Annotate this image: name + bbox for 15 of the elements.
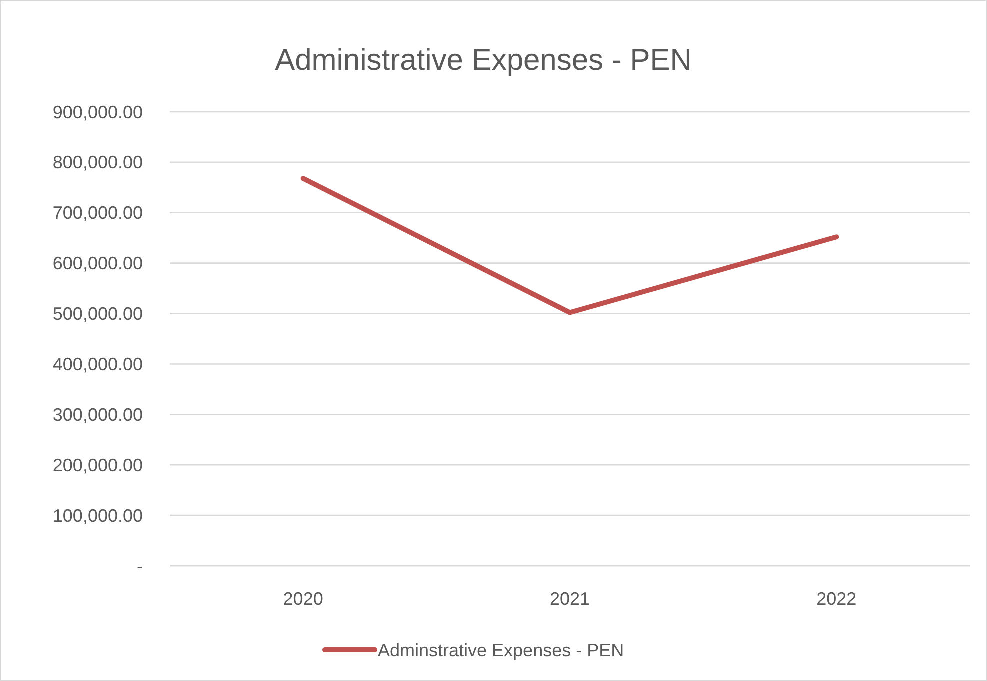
x-tick-label: 2021: [550, 589, 590, 609]
y-tick-label: 400,000.00: [52, 354, 143, 375]
chart-title: Administrative Expenses - PEN: [275, 44, 692, 77]
y-tick-label: 300,000.00: [52, 404, 143, 425]
y-tick-label: 200,000.00: [52, 455, 143, 476]
y-tick-label: 900,000.00: [52, 102, 143, 122]
y-tick-label: 800,000.00: [52, 152, 143, 173]
x-tick-label: 2020: [283, 589, 324, 609]
y-tick-label: 500,000.00: [52, 304, 143, 324]
legend-label: Adminstrative Expenses - PEN: [378, 640, 624, 660]
y-tick-label: 100,000.00: [52, 506, 143, 526]
x-tick-label: 2022: [816, 589, 857, 609]
y-tick-label: 600,000.00: [52, 254, 143, 274]
y-tick-label: 700,000.00: [52, 203, 143, 224]
y-tick-label: -: [137, 556, 143, 576]
